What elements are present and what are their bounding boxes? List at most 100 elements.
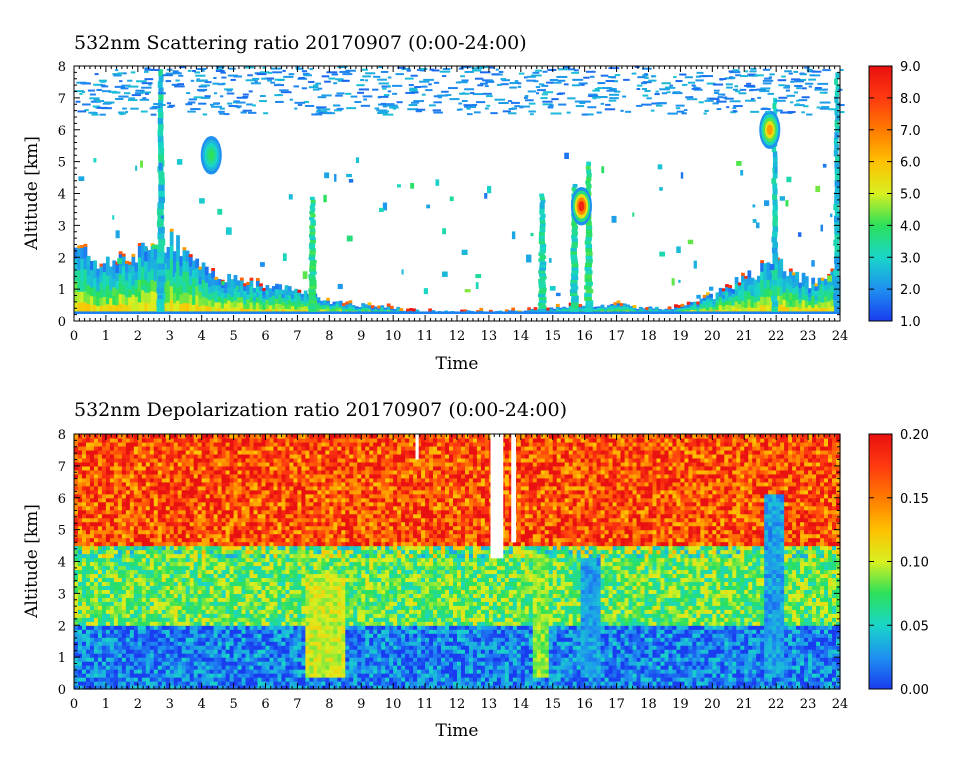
heatmap-cell (81, 545, 87, 551)
heatmap-cell (158, 75, 164, 82)
heatmap-cell (785, 89, 790, 92)
heatmap-cell (820, 280, 825, 287)
heatmap-cell (181, 597, 187, 602)
heatmap-cell (814, 283, 819, 287)
heatmap-cell (109, 509, 115, 515)
heatmap-cell (121, 489, 127, 495)
heatmap-cell (74, 561, 79, 567)
heatmap-cell (558, 92, 566, 95)
heatmap-cell (386, 306, 391, 308)
heatmap-cell (297, 306, 302, 311)
heatmap-cell (157, 593, 163, 598)
heatmap-cell (185, 585, 191, 590)
heatmap-cell (265, 303, 270, 309)
heatmap-cell (169, 545, 175, 551)
heatmap-cell (185, 685, 191, 690)
heatmap-cell (672, 91, 681, 94)
heatmap-cell (137, 593, 143, 598)
heatmap-cell (570, 250, 577, 255)
heatmap-cell (410, 91, 419, 94)
heatmap-cell (153, 501, 159, 507)
heatmap-cell (181, 513, 187, 519)
heatmap-cell (121, 577, 127, 583)
heatmap-cell (169, 549, 175, 555)
heatmap-cell (137, 477, 143, 483)
heatmap-cell (188, 303, 193, 314)
heatmap-cell (117, 545, 123, 551)
heatmap-cell (342, 305, 346, 308)
heatmap-cell (283, 75, 294, 78)
heatmap-cell (128, 304, 133, 314)
heatmap-cell (145, 605, 151, 610)
heatmap-cell (585, 221, 592, 226)
heatmap-cell (109, 593, 115, 598)
heatmap-cell (239, 291, 244, 298)
heatmap-cell (74, 481, 79, 487)
heatmap-cell (173, 621, 179, 626)
heatmap-cell (117, 573, 123, 579)
heatmap-cell (141, 557, 147, 563)
heatmap-cell (301, 70, 308, 73)
heatmap-cell (145, 489, 151, 495)
heatmap-cell (332, 303, 337, 307)
heatmap-cell (540, 214, 546, 218)
heatmap-cell (224, 287, 228, 294)
heatmap-cell (129, 509, 135, 515)
heatmap-cell (153, 649, 159, 654)
heatmap-cell (161, 569, 167, 575)
heatmap-cell (185, 281, 190, 293)
heatmap-cell (745, 99, 756, 102)
heatmap-cell (121, 573, 127, 579)
heatmap-cell (249, 277, 254, 281)
heatmap-cell (585, 244, 593, 249)
heatmap-cell (230, 279, 235, 286)
heatmap-cell (77, 673, 83, 678)
heatmap-cell (165, 673, 171, 678)
heatmap-cell (255, 280, 260, 287)
heatmap-cell (185, 541, 191, 547)
heatmap-cell (105, 545, 111, 551)
heatmap-cell (177, 609, 183, 614)
heatmap-cell (275, 308, 279, 314)
heatmap-cell (608, 87, 617, 90)
heatmap-cell (744, 289, 749, 297)
heatmap-cell (89, 481, 95, 487)
heatmap-cell (509, 86, 517, 89)
heatmap-cell (85, 513, 91, 519)
heatmap-cell (654, 306, 659, 309)
heatmap-cell (785, 275, 790, 283)
heatmap-cell (86, 255, 91, 267)
heatmap-cell (696, 303, 701, 307)
heatmap-cell (357, 91, 364, 94)
heatmap-cell (834, 120, 839, 127)
heatmap-cell (97, 609, 103, 614)
heatmap-cell (571, 187, 577, 191)
heatmap-cell (603, 309, 608, 311)
heatmap-cell (153, 637, 159, 642)
heatmap-cell (750, 301, 755, 308)
heatmap-cell (125, 553, 131, 559)
heatmap-cell (788, 292, 793, 300)
heatmap-cell (153, 461, 159, 467)
heatmap-cell (185, 449, 191, 455)
heatmap-cell (367, 307, 372, 310)
heatmap-cell (153, 103, 162, 106)
heatmap-cell (200, 96, 211, 99)
heatmap-cell (177, 505, 183, 511)
heatmap-cell (189, 497, 195, 503)
heatmap-cell (387, 104, 398, 107)
heatmap-cell (140, 160, 143, 168)
heatmap-cell (833, 138, 839, 145)
heatmap-cell (488, 309, 493, 313)
heatmap-cell (227, 273, 231, 282)
heatmap-cell (161, 529, 167, 535)
heatmap-cell (772, 209, 778, 216)
heatmap-cell (121, 541, 127, 547)
heatmap-cell (165, 585, 171, 590)
heatmap-cell (121, 545, 127, 551)
heatmap-cell (833, 299, 840, 306)
heatmap-cell (776, 295, 780, 305)
heatmap-cell (683, 310, 688, 313)
heatmap-cell (458, 81, 468, 84)
heatmap-cell (834, 132, 839, 139)
